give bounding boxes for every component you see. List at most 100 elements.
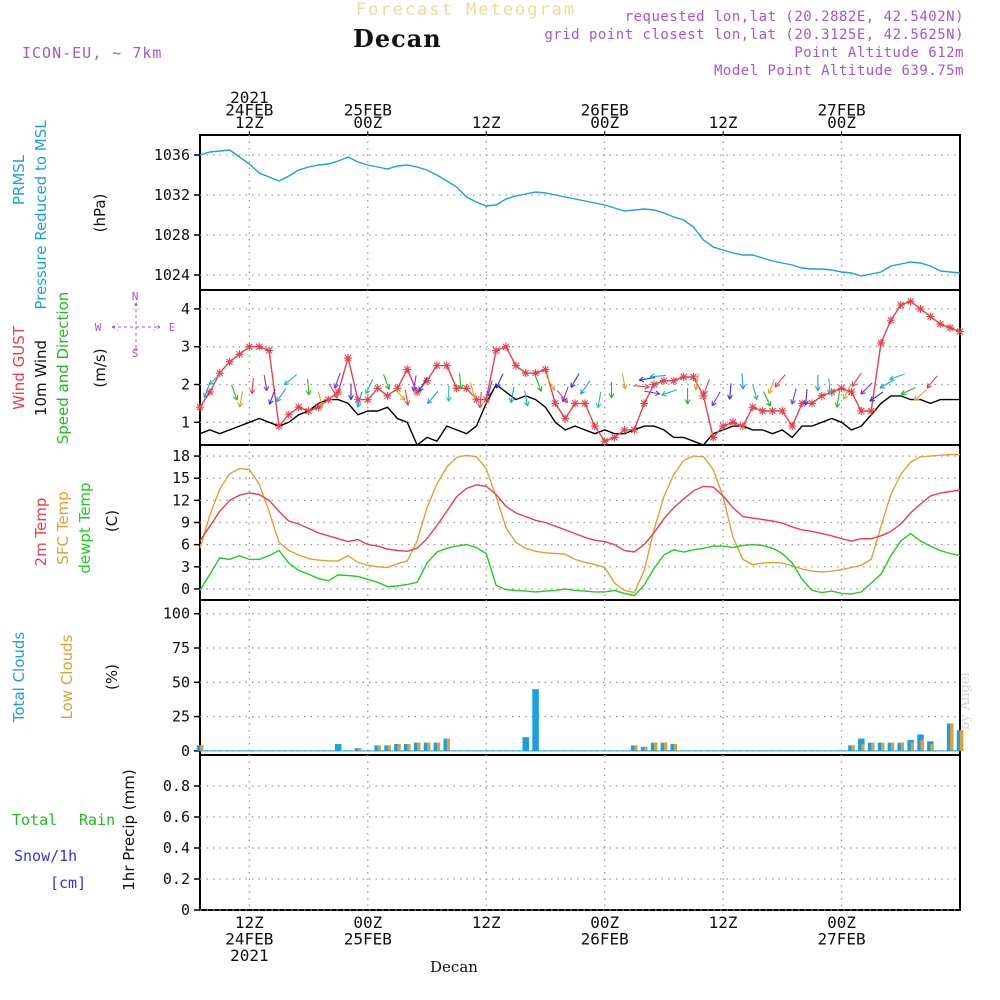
panel-frame-precip	[199, 754, 961, 911]
gust-marker	[334, 388, 343, 397]
y-tick-label: 4	[181, 300, 190, 318]
low-cloud-bar	[890, 742, 895, 751]
wind-arrow-head	[851, 381, 857, 387]
wind-arrow-head	[774, 381, 780, 388]
y-tick-label: 9	[181, 514, 190, 532]
dewpoint-line	[199, 532, 961, 597]
wind-arrow-head	[879, 383, 886, 389]
low-cloud-bar	[920, 739, 924, 751]
wind-arrow-head	[237, 402, 244, 408]
wind-direction-arrow	[913, 389, 927, 401]
gust-marker	[205, 388, 214, 397]
place-name: Decan	[353, 24, 442, 53]
wind-arrow-head	[470, 392, 477, 399]
forecast-title: Forecast Meteogram	[355, 0, 577, 20]
wind-arrow-head	[399, 395, 406, 401]
pressure-line	[199, 149, 961, 277]
low-cloud-bar	[357, 748, 362, 751]
wind-arrow-head	[495, 383, 501, 389]
wind-arrow-head	[418, 386, 424, 392]
wind-direction-arrow	[209, 372, 222, 385]
gust-marker	[324, 395, 333, 404]
wind-direction-arrow	[334, 372, 341, 389]
wind-direction-arrow	[633, 385, 650, 388]
total-cloud-label: Total Clouds	[10, 632, 28, 724]
top-time-label: 00Z	[353, 113, 382, 132]
gust-marker	[788, 422, 797, 431]
gust-marker	[798, 399, 807, 408]
gust-marker	[284, 410, 293, 419]
gust-marker	[255, 342, 264, 351]
wind-direction-arrow	[879, 379, 895, 389]
wind-gust-line	[199, 300, 961, 443]
wind-arrow-head	[765, 401, 772, 407]
wind-arrow-head	[711, 400, 717, 407]
temp-2m-line	[199, 484, 961, 553]
gust-marker	[807, 399, 816, 408]
wind-arrow-head	[486, 391, 492, 397]
y-tick-label: 3	[181, 338, 190, 356]
gust-marker	[936, 320, 945, 329]
top-time-label: 26FEB	[581, 101, 629, 120]
bottom-place-label: Decan	[430, 958, 478, 976]
y-tick-label: 12	[172, 491, 190, 509]
wind-direction-arrow	[768, 378, 775, 394]
wind-direction-arrow	[580, 380, 591, 395]
wind-arrow-head	[249, 389, 256, 395]
gust-marker	[482, 395, 491, 404]
gust-marker	[650, 380, 659, 389]
wind-arrow-head	[263, 385, 270, 392]
gust-marker	[916, 304, 925, 313]
gust-marker	[531, 369, 540, 378]
wind-direction-arrow	[843, 384, 851, 400]
low-cloud-bar	[427, 742, 431, 751]
wind-arrow-head	[549, 385, 555, 391]
pressure-label: PRMSL	[10, 154, 28, 205]
wind-direction-arrow	[239, 391, 243, 408]
top-time-label: 24FEB	[225, 101, 273, 120]
gust-marker	[561, 414, 570, 423]
precip-axis-label: 1hr Precip (mm)	[120, 769, 138, 890]
model-name: ICON-EU, ~ 7km	[22, 44, 163, 62]
gust-marker	[314, 403, 323, 412]
wind-direction-arrow	[495, 373, 504, 389]
wind-arrow-head	[644, 383, 650, 390]
wind-arrow-head	[457, 384, 464, 390]
wind-direction-arrow	[562, 386, 569, 402]
wind-arrow-head	[570, 382, 576, 388]
y-tick-label: 100	[163, 605, 190, 623]
compass-north: N	[132, 290, 139, 303]
panel-frame-pressure	[199, 134, 961, 291]
rain-label: Rain	[79, 811, 115, 829]
y-tick-label: 1	[181, 413, 190, 431]
gust-marker	[265, 346, 274, 355]
gust-marker	[620, 425, 629, 434]
dewpoint-label: dewpt Temp	[76, 482, 94, 573]
requested-coordinates: requested lon,lat (20.2882E, 42.5402N)	[624, 9, 964, 25]
gust-marker	[590, 422, 599, 431]
gust-marker	[906, 297, 915, 306]
wind-arrow-head	[318, 402, 325, 408]
wind-arrow-head	[356, 402, 362, 408]
wind-arrow-head	[348, 394, 354, 400]
gust-marker	[521, 369, 530, 378]
y-tick-label: 75	[172, 639, 190, 657]
top-time-label: 25FEB	[344, 101, 392, 120]
top-time-label: 00Z	[590, 113, 619, 132]
wind-direction-arrow	[729, 383, 732, 400]
top-time-label: 12Z	[235, 113, 264, 132]
top-time-label: 12Z	[472, 113, 501, 132]
bottom-time-label: 12Z	[709, 913, 738, 932]
wind-arrow-head	[684, 399, 691, 405]
bottom-time-label: 00Z	[590, 913, 619, 932]
wind-arrow-head	[595, 402, 602, 409]
gust-marker	[511, 361, 520, 370]
wind-arrow-head	[693, 385, 700, 391]
wind-arrow-head	[561, 396, 567, 403]
wind-arrow-head	[477, 403, 484, 409]
wind-direction-arrow	[889, 373, 905, 380]
wind-direction-arrow	[307, 378, 310, 395]
wind-direction-arrow	[741, 373, 744, 390]
wind-arrow-head	[283, 379, 290, 386]
wind-arrow-head	[649, 373, 655, 380]
